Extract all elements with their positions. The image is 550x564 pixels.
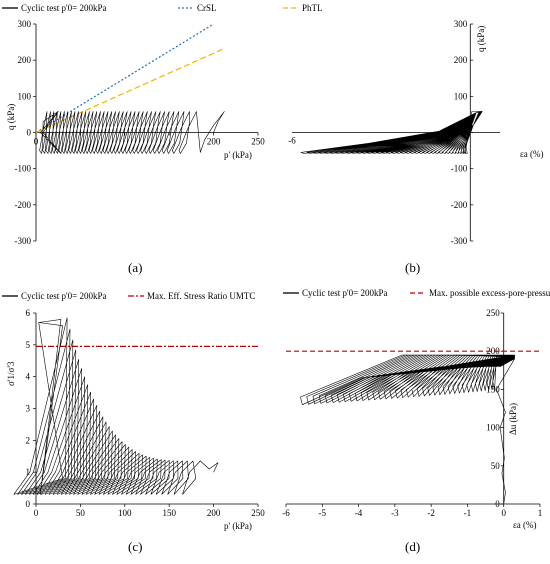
panel-c-ytick-label: 0 xyxy=(26,499,31,509)
panel-b-ytick-label: 300 xyxy=(454,19,468,29)
panel-c-xtick-label: 250 xyxy=(251,508,265,518)
panel-d-xtick-label: -6 xyxy=(282,508,290,518)
legend-c-cyclic: Cyclic test p'0= 200kPa xyxy=(21,291,106,301)
panel-a-legend: Cyclic test p'0= 200kPa CrSL PhTL xyxy=(2,3,323,13)
panel-d-xlabel: εa (%) xyxy=(513,520,537,530)
panel-c-ytick-label: 3 xyxy=(26,404,31,414)
panel-a-label: (a) xyxy=(128,260,142,275)
phtl-line xyxy=(35,48,223,134)
legend-a-crsl: CrSL xyxy=(197,3,217,13)
panel-d-xtick-label: -1 xyxy=(464,508,472,518)
panel-d-ytick-label: 50 xyxy=(491,461,501,471)
panel-c-ytick-label: 2 xyxy=(26,435,31,445)
panel-c-ytick-label: 4 xyxy=(26,372,31,382)
cyclic-pore-pressure xyxy=(300,354,515,505)
panel-b-ytick-label: 100 xyxy=(454,91,468,101)
panel-a-ytick-label: -200 xyxy=(15,200,32,210)
panel-a-marks xyxy=(35,23,225,154)
panel-c-xtick-label: 50 xyxy=(76,508,86,518)
panel-b-ytick-label: 200 xyxy=(454,55,468,65)
panel-d-ylabel: Δu (kPa) xyxy=(508,403,518,435)
panel-c-xtick-label: 0 xyxy=(34,508,39,518)
panel-c-marks xyxy=(13,317,258,495)
panel-c-legend: Cyclic test p'0= 200kPa Max. Eff. Stress… xyxy=(2,291,255,301)
panel-a-ytick-label: 100 xyxy=(18,91,32,101)
panel-d-legend: Cyclic test p'0= 200kPa Max. possible ex… xyxy=(283,288,550,298)
panel-d-xtick-label: -2 xyxy=(427,508,435,518)
panel-d-marks xyxy=(286,350,540,505)
legend-d-cyclic: Cyclic test p'0= 200kPa xyxy=(302,288,387,298)
panel-c-xtick-label: 100 xyxy=(118,508,132,518)
panel-d-axes: 0 50 100 150 200 250 -6 -5 -4 -3 -2 -1 0 1 xyxy=(282,308,542,518)
panel-a-xlabel: p' (kPa) xyxy=(224,150,252,160)
panel-b-ytick-label: -100 xyxy=(451,164,468,174)
panel-d: Cyclic test p'0= 200kPa Max. possible ex… xyxy=(282,288,550,554)
panel-a-ytick-label: -300 xyxy=(15,236,32,246)
panel-b-ytick-label: -300 xyxy=(451,236,468,246)
panel-d-xtick-label: 1 xyxy=(538,508,543,518)
panel-d-ytick-label: 0 xyxy=(495,499,500,509)
panel-d-ytick-label: 100 xyxy=(486,423,500,433)
panel-b-ylabel: q (kPa) xyxy=(476,26,486,52)
panel-b-marks xyxy=(300,111,483,154)
panel-c-axes: 0 1 2 3 4 5 6 0 50 100 150 200 250 xyxy=(26,308,266,518)
cyclic-stress-path xyxy=(39,111,225,154)
panel-d-xtick-label: -4 xyxy=(355,508,363,518)
legend-d-maxpp: Max. possible excess-pore-pressure xyxy=(429,288,550,298)
panel-a-axes: -300 -200 -100 0 100 200 300 0 200 250 xyxy=(15,19,266,246)
panel-a-ytick-label: 0 xyxy=(27,128,32,138)
panel-d-label: (d) xyxy=(405,539,420,554)
panel-d-xtick-label: 0 xyxy=(501,508,506,518)
panel-c-label: (c) xyxy=(128,539,142,554)
crsl-line xyxy=(35,23,214,134)
panel-c: Cyclic test p'0= 200kPa Max. Eff. Stress… xyxy=(2,291,265,554)
panel-b-xlabel: εa (%) xyxy=(520,149,544,159)
panel-a-xtick-label: 0 xyxy=(34,137,39,147)
panel-a-ytick-label: 200 xyxy=(18,55,32,65)
panel-a-xtick-label: 250 xyxy=(251,137,265,147)
panel-a-ylabel: q (kPa) xyxy=(6,104,16,130)
panel-a: Cyclic test p'0= 200kPa CrSL PhTL -300 -2… xyxy=(2,3,323,275)
legend-c-umtc: Max. Eff. Stress Ratio UMTC xyxy=(147,291,255,301)
panel-c-ytick-label: 6 xyxy=(26,308,31,318)
panel-d-xtick-label: -5 xyxy=(319,508,327,518)
panel-c-xtick-label: 150 xyxy=(162,508,176,518)
legend-a-cyclic: Cyclic test p'0= 200kPa xyxy=(21,3,106,13)
panel-a-ytick-label: -100 xyxy=(15,164,32,174)
panel-a-xtick-label: 200 xyxy=(207,137,221,147)
panel-d-xtick-label: -3 xyxy=(391,508,399,518)
legend-a-phtl: PhTL xyxy=(302,3,323,13)
panel-c-ytick-label: 1 xyxy=(26,467,31,477)
panel-b-ytick-label: -200 xyxy=(451,200,468,210)
panel-b-label: (b) xyxy=(405,260,420,275)
cyclic-strain-loops xyxy=(300,111,483,154)
panel-d-ytick-label: 250 xyxy=(486,308,500,318)
panel-c-xtick-label: 200 xyxy=(207,508,221,518)
panel-c-ytick-label: 5 xyxy=(26,340,31,350)
panel-c-xlabel: p' (kPa) xyxy=(224,521,252,531)
panel-d-ytick-label: 150 xyxy=(486,384,500,394)
cyclic-stress-ratio xyxy=(13,317,219,495)
panel-c-ylabel: σ'1/σ'3 xyxy=(6,361,16,386)
panel-d-ytick-label: 200 xyxy=(486,346,500,356)
panel-a-ytick-label: 300 xyxy=(18,19,32,29)
panel-b-xtick-label: -6 xyxy=(288,136,296,146)
